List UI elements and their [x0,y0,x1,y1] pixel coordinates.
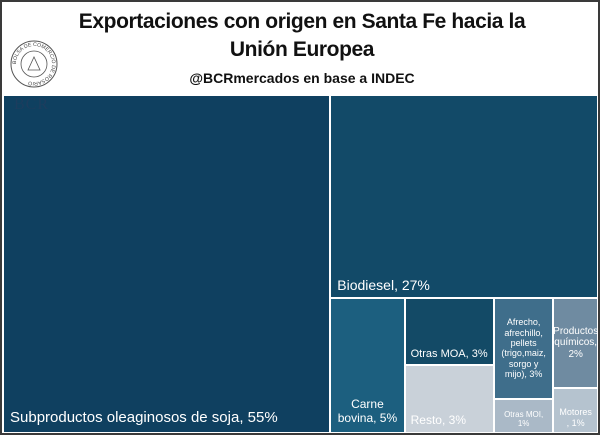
treemap-cell: Carne bovina, 5% [330,297,405,433]
cell-label: Subproductos oleaginosos de soja, 55% [10,408,278,426]
treemap-cell: Afrecho, afrechillo, pellets (trigo,maiz… [493,297,554,400]
treemap-cell: Biodiesel, 27% [330,95,598,298]
treemap-cell: Motores , 1% [553,387,598,433]
treemap-cell: Productos químicos, 2% [553,297,598,388]
treemap-cell: Resto, 3% [404,365,494,433]
seal-text-path: BOLSA DE COMERCIO DE ROSARIO [12,42,56,86]
logo-text: BCR [14,96,50,113]
cell-label: Afrecho, afrechillo, pellets (trigo,maiz… [501,317,546,380]
cell-label: Resto, 3% [410,413,466,428]
cell-label: Motores , 1% [559,407,592,428]
treemap-cell: Otras MOI, 1% [493,399,554,433]
chart-title: Exportaciones con origen en Santa Fe hac… [78,10,526,61]
chart-subtitle: @BCRmercados en base a INDEC [189,70,415,86]
cell-label: Otras MOA, 3% [410,347,488,360]
cell-label: Otras MOI, 1% [504,409,544,428]
logo-seal: BOLSA DE COMERCIO DE ROSARIO [10,40,58,88]
treemap-cell: Subproductos oleaginosos de soja, 55% [3,95,331,433]
seal-text: BOLSA DE COMERCIO DE ROSARIO [12,42,56,86]
cell-label: Biodiesel, 27% [337,276,430,293]
cell-label: Carne bovina, 5% [337,397,398,426]
treemap-cell: Otras MOA, 3% [404,297,494,366]
cell-label: Productos químicos, 2% [553,325,598,360]
